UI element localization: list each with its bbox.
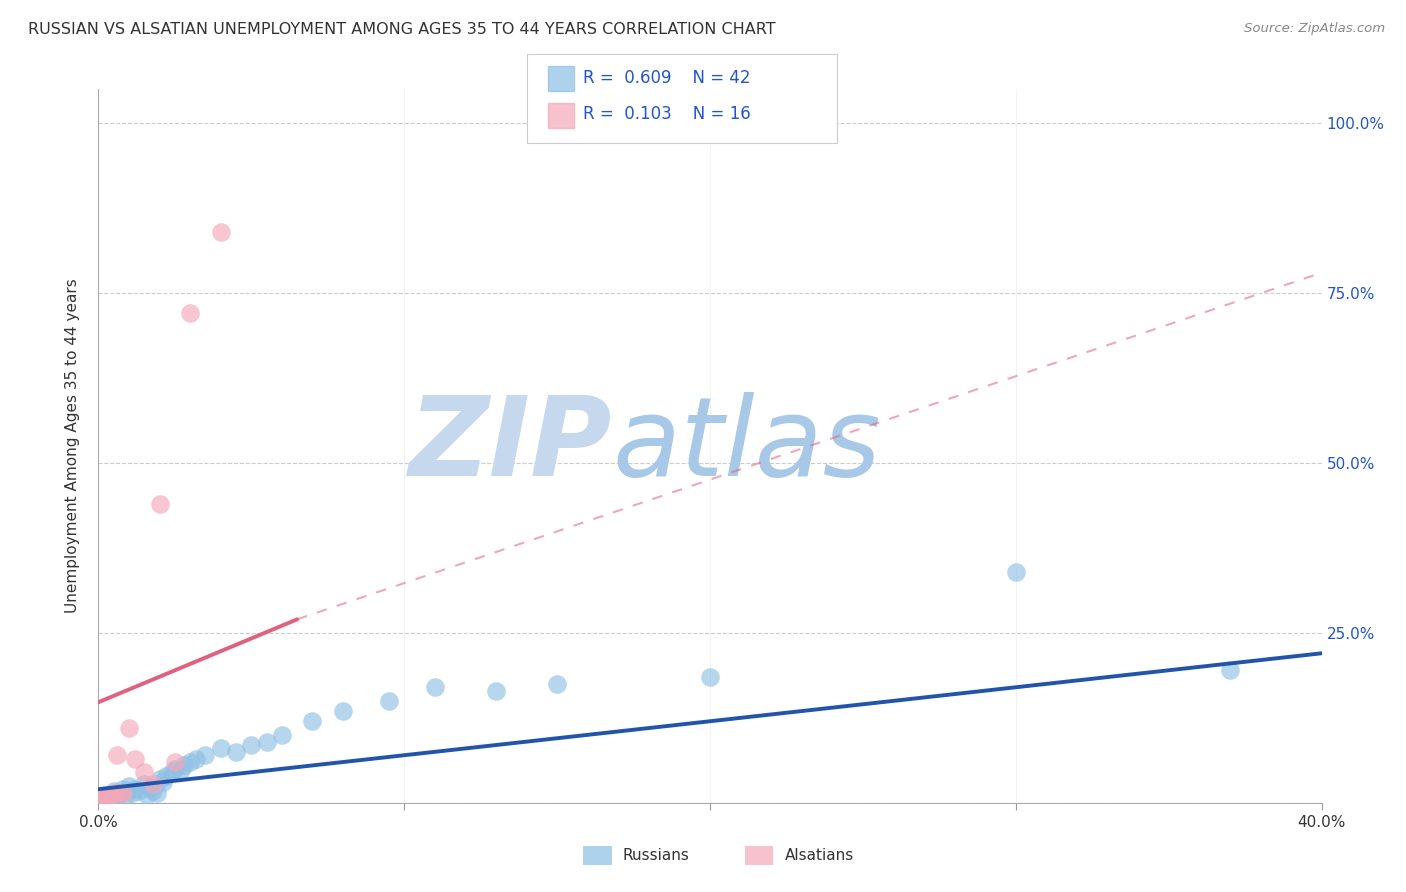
Point (134, 777, 156, 791)
Point (173, 758, 195, 772)
Point (186, 751, 208, 765)
Point (160, 765, 183, 780)
Point (93, 789, 115, 803)
Point (152, 775, 174, 789)
Point (103, 786, 125, 800)
Point (90, 792, 112, 806)
Point (97, 790, 120, 805)
Point (423, 680, 446, 694)
Point (240, 738, 263, 752)
Point (209, 741, 232, 756)
Point (118, 779, 141, 793)
Y-axis label: Unemployment Among Ages 35 to 44 years: Unemployment Among Ages 35 to 44 years (65, 278, 80, 614)
Point (163, 762, 186, 776)
Point (105, 789, 128, 803)
Point (121, 786, 143, 800)
Point (142, 777, 165, 791)
Point (1219, 663, 1241, 677)
Point (90, 790, 112, 805)
Text: RUSSIAN VS ALSATIAN UNEMPLOYMENT AMONG AGES 35 TO 44 YEARS CORRELATION CHART: RUSSIAN VS ALSATIAN UNEMPLOYMENT AMONG A… (28, 22, 776, 37)
Point (139, 780, 162, 795)
Point (378, 694, 401, 708)
Point (179, 306, 201, 320)
Point (145, 786, 167, 800)
Point (97, 789, 120, 803)
Text: R =  0.609    N = 42: R = 0.609 N = 42 (583, 69, 751, 87)
Point (124, 782, 146, 797)
Point (170, 763, 193, 777)
Point (134, 765, 156, 780)
Point (301, 714, 323, 729)
Text: ZIP: ZIP (409, 392, 612, 500)
Text: Alsatians: Alsatians (785, 848, 853, 863)
Point (100, 788, 122, 802)
Point (485, 683, 508, 698)
Point (699, 670, 721, 684)
Point (1004, 565, 1026, 579)
Point (100, 791, 122, 805)
Point (546, 677, 568, 691)
Point (118, 721, 141, 735)
Point (163, 755, 186, 769)
Point (179, 755, 201, 769)
Point (136, 788, 159, 802)
Point (149, 497, 172, 511)
Point (332, 704, 354, 718)
Point (115, 788, 138, 802)
Point (111, 782, 134, 797)
Text: Russians: Russians (623, 848, 690, 863)
Point (93, 788, 115, 802)
Point (149, 772, 172, 786)
Point (256, 734, 278, 748)
Point (108, 786, 131, 800)
Point (225, 745, 247, 759)
Point (127, 783, 149, 797)
Point (270, 728, 292, 742)
Point (155, 769, 177, 783)
Point (194, 748, 217, 763)
Text: R =  0.103    N = 16: R = 0.103 N = 16 (583, 105, 751, 123)
Point (105, 748, 128, 763)
Point (142, 783, 165, 797)
Text: Source: ZipAtlas.com: Source: ZipAtlas.com (1244, 22, 1385, 36)
Point (103, 783, 125, 797)
Text: atlas: atlas (612, 392, 880, 500)
Point (108, 786, 131, 800)
Point (124, 751, 146, 765)
Point (111, 786, 134, 800)
Point (209, 225, 232, 239)
